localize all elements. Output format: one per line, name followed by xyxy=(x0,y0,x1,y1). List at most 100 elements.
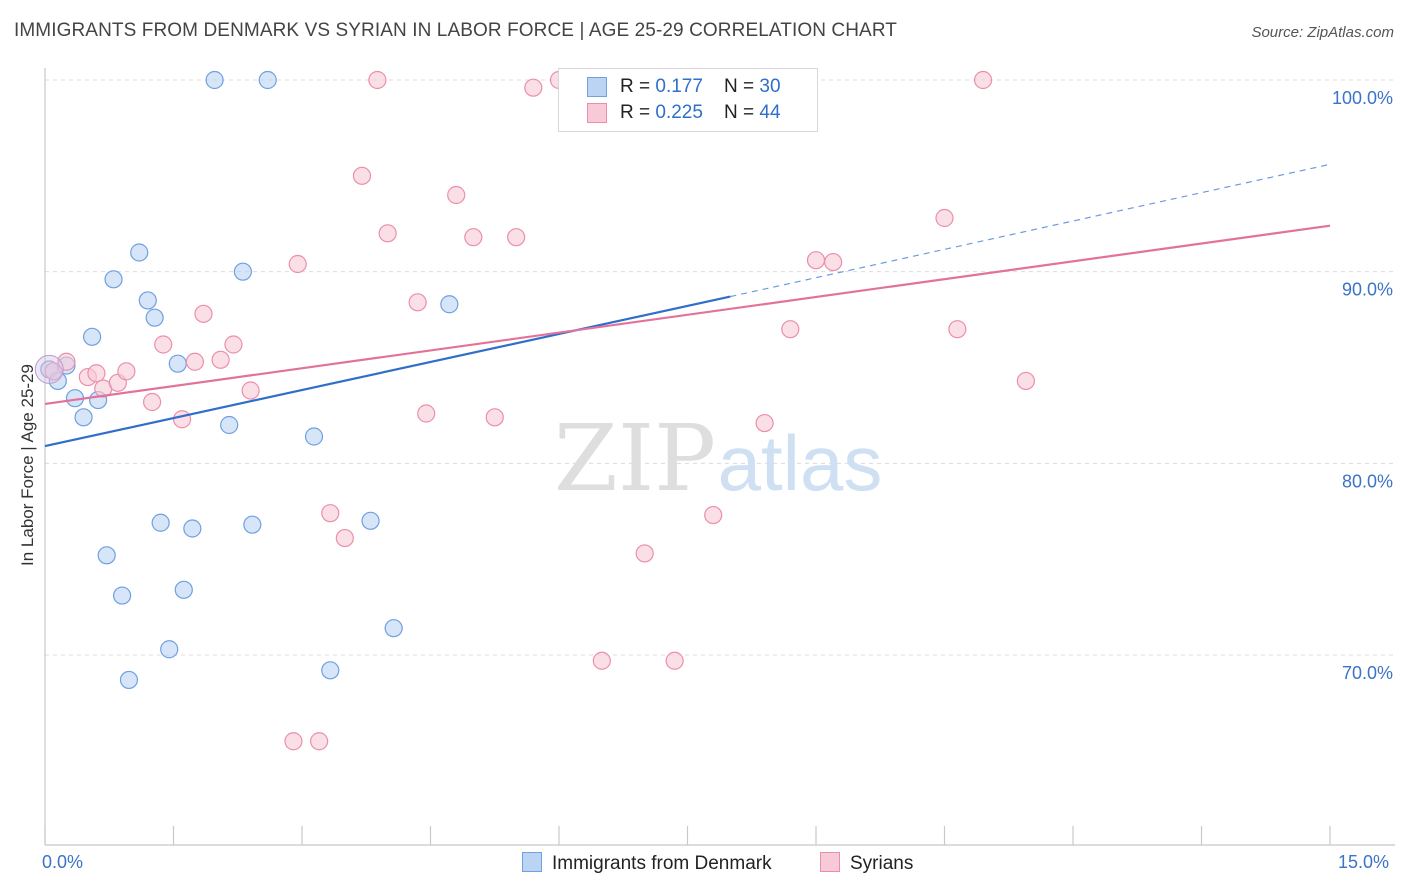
denmark-point xyxy=(304,427,324,446)
syrians-point xyxy=(665,651,684,670)
legend-n-value: 30 xyxy=(759,76,781,97)
syrians-point xyxy=(781,320,800,339)
syrians-point xyxy=(1016,371,1035,391)
syrians-point xyxy=(241,381,260,400)
syrians-point xyxy=(592,651,611,670)
syrians-point xyxy=(447,185,466,205)
syrians-point xyxy=(352,166,372,185)
syrians-point xyxy=(704,505,723,525)
stats-legend: R = 0.177 N = 30 R = 0.225 N = 44 xyxy=(558,68,818,132)
chart-title: IMMIGRANTS FROM DENMARK VS SYRIAN IN LAB… xyxy=(14,20,898,41)
legend-n-label: N = xyxy=(724,76,760,97)
syrians-point xyxy=(211,350,230,369)
legend-swatch-denmark xyxy=(587,77,607,97)
y-axis-label: In Labor Force | Age 25-29 xyxy=(18,364,37,566)
y-tick-label: 100.0% xyxy=(1332,88,1393,108)
x-tick-label-min: 0.0% xyxy=(42,852,84,872)
syrians-point xyxy=(87,364,106,383)
denmark-point xyxy=(205,70,224,90)
syrians-point xyxy=(824,252,843,272)
syrians-point xyxy=(408,293,427,312)
denmark-point xyxy=(440,295,459,314)
denmark-point xyxy=(130,243,149,262)
syrians-point xyxy=(224,335,243,354)
legend-r-value: 0.177 xyxy=(655,76,703,97)
syrians-point xyxy=(310,732,329,751)
denmark-point xyxy=(361,511,380,530)
denmark-trend-extension xyxy=(730,163,1331,298)
legend-swatch-denmark-bottom xyxy=(522,852,542,872)
denmark-point xyxy=(183,519,202,538)
denmark-point xyxy=(145,308,164,327)
syrians-point xyxy=(485,408,504,427)
denmark-point xyxy=(119,670,139,690)
denmark-point xyxy=(220,415,239,435)
syrians-point xyxy=(935,208,954,228)
denmark-point xyxy=(384,619,403,638)
watermark: ZIP atlas xyxy=(554,405,882,512)
legend-r-label: R = xyxy=(620,102,656,123)
syrians-point xyxy=(194,304,213,323)
legend-label-denmark: Immigrants from Denmark xyxy=(552,853,772,874)
y-tick-label: 70.0% xyxy=(1342,663,1393,683)
syrians-point xyxy=(948,320,967,339)
denmark-point xyxy=(104,270,123,289)
denmark-point xyxy=(321,661,340,680)
legend-swatch-syrians-bottom xyxy=(820,852,840,872)
denmark-point xyxy=(168,354,187,373)
legend-n-value: 44 xyxy=(759,102,781,123)
syrians-point xyxy=(524,78,543,97)
watermark-zip: ZIP xyxy=(554,405,716,512)
denmark-trend-line xyxy=(44,295,731,448)
source-label: Source: ZipAtlas.com xyxy=(1251,24,1394,41)
denmark-point xyxy=(243,515,262,534)
syrians-point xyxy=(417,404,436,423)
syrians-point xyxy=(973,70,993,90)
denmark-point xyxy=(233,262,252,281)
syrians-point xyxy=(288,254,307,274)
syrians-point xyxy=(321,504,340,523)
watermark-atlas: atlas xyxy=(718,419,883,507)
syrians-point xyxy=(172,410,192,429)
denmark-point xyxy=(258,70,277,90)
legend-n-label: N = xyxy=(724,102,760,123)
trend-lines xyxy=(44,163,1331,448)
grid-lines xyxy=(45,79,1395,656)
overlap-cluster-point xyxy=(34,354,64,384)
syrians-point xyxy=(368,70,387,90)
denmark-point xyxy=(112,586,132,605)
syrians-point xyxy=(806,251,826,270)
y-tick-labels: 70.0% 80.0% 90.0% 100.0% xyxy=(1332,88,1393,683)
legend-item-syrians: Syrians xyxy=(820,852,913,875)
denmark-point xyxy=(74,408,93,427)
syrians-point xyxy=(154,335,173,354)
syrians-point xyxy=(755,413,774,433)
legend-r-value: 0.225 xyxy=(655,102,703,123)
syrians-point xyxy=(635,544,654,563)
y-tick-label: 80.0% xyxy=(1342,471,1393,491)
denmark-point xyxy=(138,291,157,310)
syrians-point xyxy=(117,362,136,381)
denmark-point xyxy=(83,327,102,346)
legend-r-label: R = xyxy=(620,76,656,97)
y-tick-label: 90.0% xyxy=(1342,280,1393,300)
legend-swatch-syrians xyxy=(587,103,607,123)
data-points xyxy=(34,70,1035,751)
denmark-point xyxy=(97,546,116,565)
axes xyxy=(44,68,1395,846)
syrians-point xyxy=(335,528,354,548)
syrians-point xyxy=(378,224,397,243)
syrians-point xyxy=(185,352,205,371)
syrians-point xyxy=(57,352,76,371)
denmark-point xyxy=(151,513,170,532)
syrians-point xyxy=(44,362,63,381)
syrians-trend-line xyxy=(44,224,1331,406)
syrians-point xyxy=(142,392,162,412)
legend-label-syrians: Syrians xyxy=(850,853,914,874)
syrians-point xyxy=(464,228,483,247)
x-tick-label-max: 15.0% xyxy=(1338,852,1390,872)
denmark-point xyxy=(174,580,193,599)
denmark-point xyxy=(160,640,179,659)
syrians-point xyxy=(507,228,526,247)
